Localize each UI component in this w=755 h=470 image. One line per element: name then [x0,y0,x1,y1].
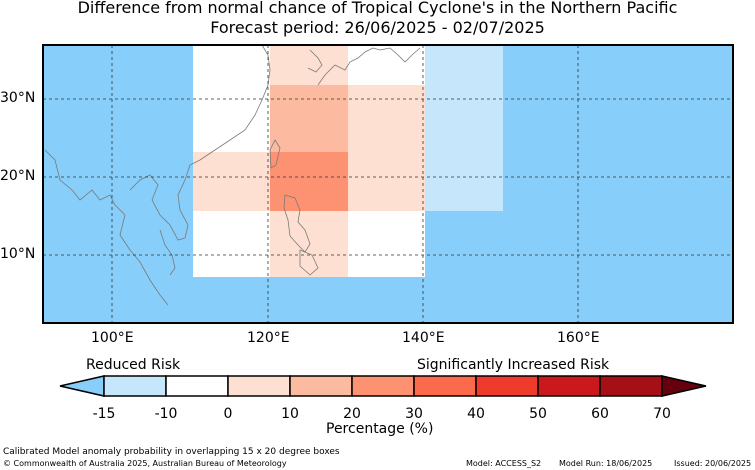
box-north-light [270,45,348,85]
footer-description: Calibrated Model anomaly probability in … [3,447,340,457]
colorbar-over-arrow [661,375,707,397]
colorbar-tick: -10 [154,406,178,422]
colorbar-tick: -15 [92,406,116,422]
colorbar-bin-7 [475,375,539,397]
box-east-reduced [425,45,503,211]
footer-model-run: Model Run: 18/06/2025 [559,459,653,468]
box-medium [270,85,348,152]
colorbar-under-arrow [59,375,105,397]
lat-label-20n: 20°N [0,168,36,184]
colorbar-tick: 10 [281,406,299,422]
colorbar-bin-9 [599,375,663,397]
colorbar-tick: 60 [591,406,609,422]
coast-china [129,44,271,241]
map-title-line1: Difference from normal chance of Tropica… [77,0,678,17]
korea-coast [307,49,323,73]
lon-label-100e: 100°E [91,330,134,346]
colorbar-bin-8 [537,375,601,397]
map-frame [42,44,734,324]
luzon-outline [283,194,311,253]
colorbar-bin-3 [227,375,291,397]
visayas-outline [299,249,319,276]
box-east-light [348,85,425,211]
colorbar-axis-label: Percentage (%) [326,421,434,437]
colorbar-bin-6 [413,375,477,397]
box-south-light [270,211,348,277]
japan-coast [317,47,421,86]
lon-label-140e: 140°E [402,330,445,346]
taiwan-outline [269,139,281,169]
footer-model: Model: ACCESS_S2 [466,459,542,468]
coast-mainland-asia [44,149,169,306]
colorbar-bin-4 [289,375,353,397]
colorbar-tick: 70 [653,406,671,422]
colorbar-bin-5 [351,375,415,397]
lat-label-10n: 10°N [0,246,36,262]
colorbar-tick: 30 [405,406,423,422]
colorbar-bin-2 [165,375,229,397]
colorbar-tick: 0 [223,406,233,422]
coastlines [44,44,421,306]
colorbar-bin-1 [103,375,167,397]
gridlines [43,45,733,323]
box-west-light [193,152,270,211]
footer-copyright: © Commonwealth of Australia 2025, Austra… [3,459,287,468]
footer-issued: Issued: 20/06/2025 [674,459,752,468]
lon-label-120e: 120°E [247,330,290,346]
increased-risk-label: Significantly Increased Risk [417,357,610,373]
lat-label-30n: 30°N [0,90,36,106]
colorbar-tick: 40 [467,406,485,422]
probability-boxes [193,45,503,277]
map-title-line2: Forecast period: 26/06/2025 - 02/07/2025 [210,18,545,37]
colorbar-tick: 50 [529,406,547,422]
reduced-risk-label: Reduced Risk [86,357,181,373]
colorbar [59,375,707,397]
box-strong [270,152,348,211]
colorbar-tick: 20 [343,406,361,422]
lon-label-160e: 160°E [557,330,600,346]
